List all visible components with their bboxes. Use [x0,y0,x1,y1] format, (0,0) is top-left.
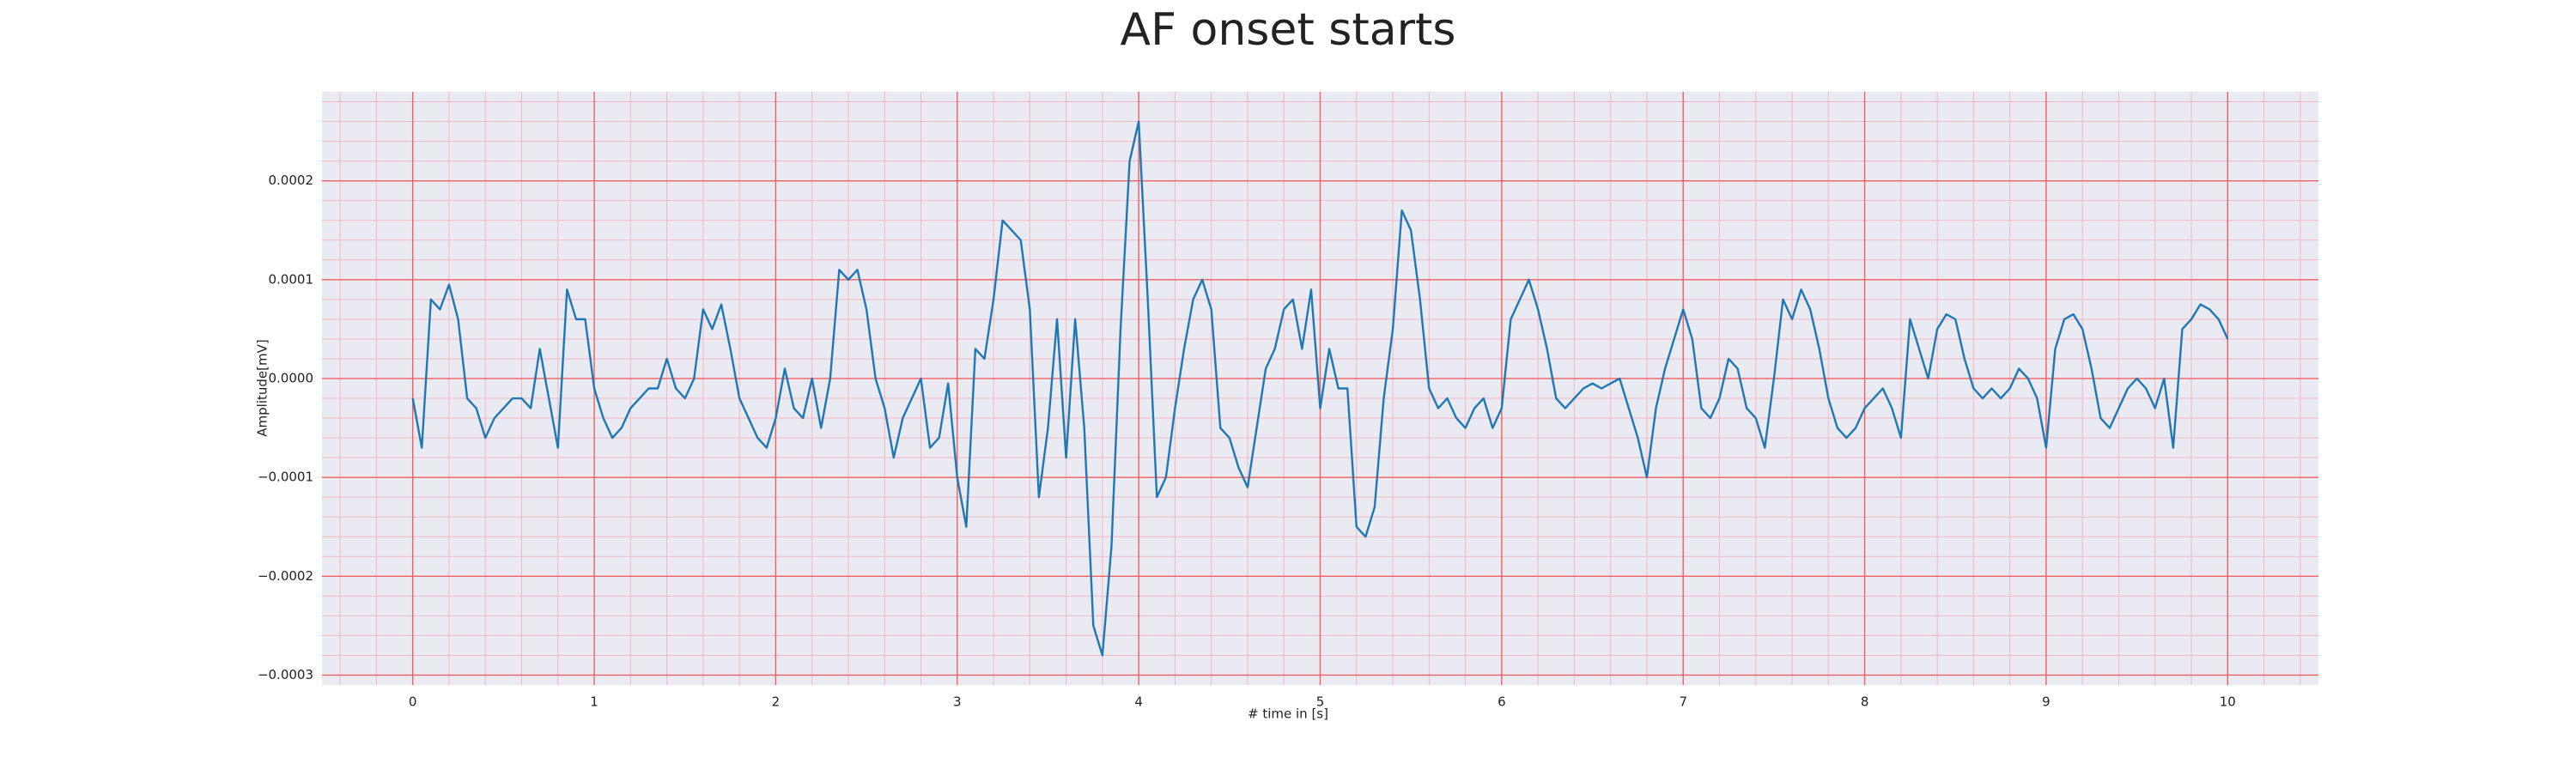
x-tick-label: 9 [2042,694,2050,710]
y-tick-label: −0.0002 [258,568,313,584]
x-tick-label: 6 [1498,694,1506,710]
y-axis-label: Amplitude[mV] [255,339,270,436]
line-series [411,120,2229,657]
x-tick-label: 4 [1134,694,1143,710]
y-tick-label: −0.0003 [258,667,313,682]
x-tick-label: 10 [2220,694,2236,710]
x-tick-label: 5 [1316,694,1325,710]
y-tick-label: −0.0001 [258,470,313,485]
chart-title: AF onset starts [1121,4,1456,56]
y-tick-label: 0.0002 [269,173,314,188]
x-tick-label: 0 [409,694,417,710]
y-tick-label: 0.0001 [269,271,314,287]
x-axis-label: # time in [s] [1248,706,1328,722]
x-tick-label: 7 [1679,694,1687,710]
x-tick-label: 8 [1861,694,1869,710]
x-tick-label: 3 [953,694,962,710]
x-tick-label: 1 [590,694,598,710]
y-tick-label: 0.0000 [269,370,314,385]
x-tick-label: 2 [772,694,781,710]
